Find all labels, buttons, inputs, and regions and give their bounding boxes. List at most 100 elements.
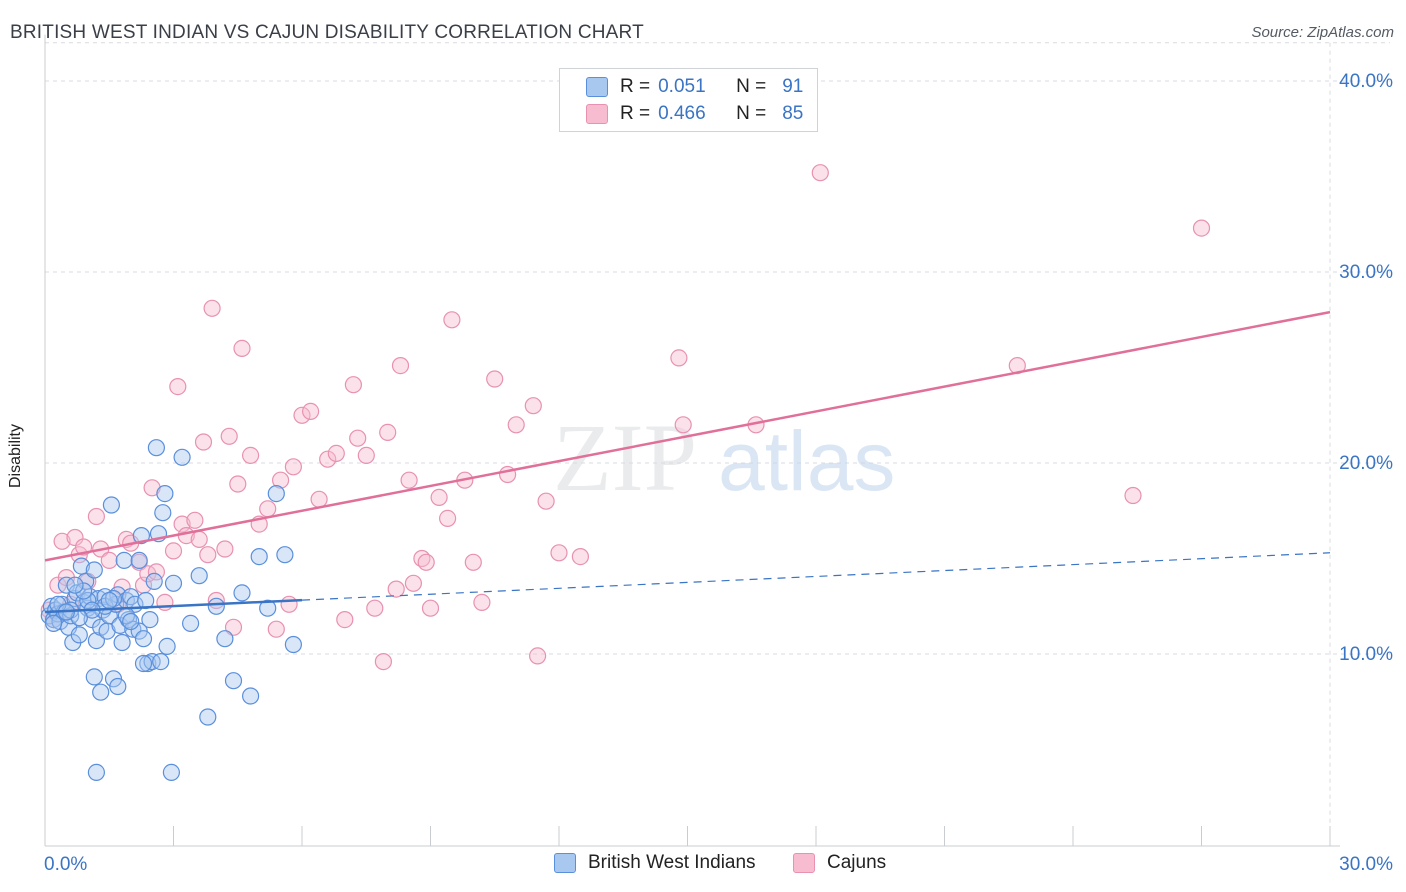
cajun-point [186, 511, 204, 529]
british-west-indian-point [87, 631, 106, 650]
cajun-point [199, 546, 217, 564]
legend-n-value: 91 [782, 76, 804, 97]
legend-r-value: 0.466 [658, 103, 706, 124]
cajun-point [319, 450, 337, 468]
cajun-point [229, 475, 247, 493]
cajun-point [1192, 219, 1211, 237]
british-west-indian-point [70, 626, 88, 644]
cajun-point [357, 446, 375, 464]
cajun-point [272, 471, 290, 489]
y-tick-label: 40.0% [1339, 71, 1393, 92]
legend-r-label: R = [620, 76, 651, 97]
x-tick-label-start: 0.0% [44, 854, 87, 875]
legend-n-label: N = [736, 103, 767, 124]
bottom-legend-label: British West Indians [588, 852, 756, 873]
british-west-indian-point [162, 763, 180, 782]
cajun-point [439, 509, 457, 528]
cajun-point [443, 311, 461, 329]
british-west-indian-point [276, 546, 294, 564]
cajun-point [284, 458, 302, 476]
british-west-indian-point [147, 439, 165, 457]
legend-swatch-pink [586, 104, 608, 124]
cajun-point [507, 416, 525, 434]
cajun-point [100, 551, 118, 570]
cajun-point [379, 423, 397, 441]
cajun-point [169, 378, 187, 396]
british-west-indian-point [44, 614, 63, 633]
bottom-legend-label: Cajuns [827, 852, 887, 873]
legend-r-value: 0.051 [658, 76, 706, 97]
british-west-indian-point [51, 612, 69, 631]
cajun-point [391, 357, 410, 375]
british-west-indian-point [233, 584, 251, 602]
cajun-point [194, 433, 213, 451]
bottom-legend-cajuns: Cajuns [793, 852, 886, 874]
cajun-point [387, 580, 405, 598]
cajun-point [421, 599, 440, 617]
british-west-indian-point [79, 591, 97, 610]
cajun-point [336, 610, 354, 629]
cajun-point [1124, 486, 1142, 505]
y-tick-label: 10.0% [1339, 644, 1393, 665]
british-west-indian-point [115, 551, 133, 570]
cajun-point [400, 471, 418, 489]
british-west-indian-point [134, 654, 153, 673]
british-west-indian-point [173, 448, 191, 466]
british-west-indian-point [122, 612, 140, 631]
tick-labels: 10.0% 20.0% 30.0% 40.0% 0.0% 30.0% [44, 71, 1393, 875]
y-tick-label: 20.0% [1339, 453, 1393, 474]
cajun-point [430, 488, 448, 506]
cajun-point [473, 593, 491, 612]
cajun-trend-line [44, 310, 1331, 562]
british-west-indian-point [284, 635, 302, 654]
bottom-legend-swatch-blue [554, 853, 576, 873]
grid-lines [45, 42, 1390, 846]
y-tick-label: 30.0% [1339, 262, 1393, 283]
british-west-indian-point [87, 763, 106, 782]
cajun-point [259, 500, 277, 518]
cajun-point [486, 370, 504, 388]
british-west-indian-point [130, 551, 148, 570]
british-west-indian-point [92, 683, 110, 701]
british-west-indian-point [132, 526, 150, 545]
cajun-point [366, 599, 384, 617]
legend-r-label: R = [620, 103, 651, 124]
british-west-indian-point [259, 599, 277, 617]
british-west-indian-point [164, 574, 183, 592]
cajun-point [374, 652, 392, 671]
british-west-indian-point [182, 614, 200, 633]
british-west-indian-point [207, 597, 225, 615]
legend-n-value: 85 [782, 103, 804, 124]
cajun-point [571, 547, 590, 566]
cajun-point [310, 490, 328, 508]
chart-title: BRITISH WEST INDIAN VS CAJUN DISABILITY … [10, 22, 644, 43]
british-west-indian-point [267, 485, 285, 503]
british-west-indian-point [242, 687, 260, 705]
cajun-point [233, 339, 251, 357]
cajun-point [203, 299, 221, 317]
british-west-indian-point [154, 504, 172, 522]
british-west-indian-point [85, 561, 103, 579]
legend-swatch-blue [586, 77, 608, 97]
cajun-point [220, 427, 238, 445]
cajun-points [40, 164, 1211, 671]
british-west-indian-point [224, 672, 243, 690]
cajun-point [267, 620, 285, 638]
british-west-indian-point [134, 630, 153, 648]
trend-lines [44, 310, 1331, 614]
british-west-indian-point [190, 567, 208, 585]
chart-source: Source: ZipAtlas.com [1251, 24, 1394, 41]
british-west-indian-trend-solid [44, 598, 303, 614]
cajun-point [417, 553, 435, 571]
cajun-point [349, 429, 367, 447]
legend: R = 0.051 N = 91 R = 0.466 N = 85 [559, 68, 818, 132]
british-west-indian-point [145, 572, 163, 591]
cajun-point [537, 492, 555, 510]
british-west-indian-point [199, 708, 217, 726]
cajun-point [164, 542, 183, 560]
british-west-indian-point [111, 616, 129, 635]
cajun-point [280, 595, 298, 613]
cajun-point [811, 164, 829, 182]
british-west-indian-trend-dashed [301, 552, 1331, 601]
